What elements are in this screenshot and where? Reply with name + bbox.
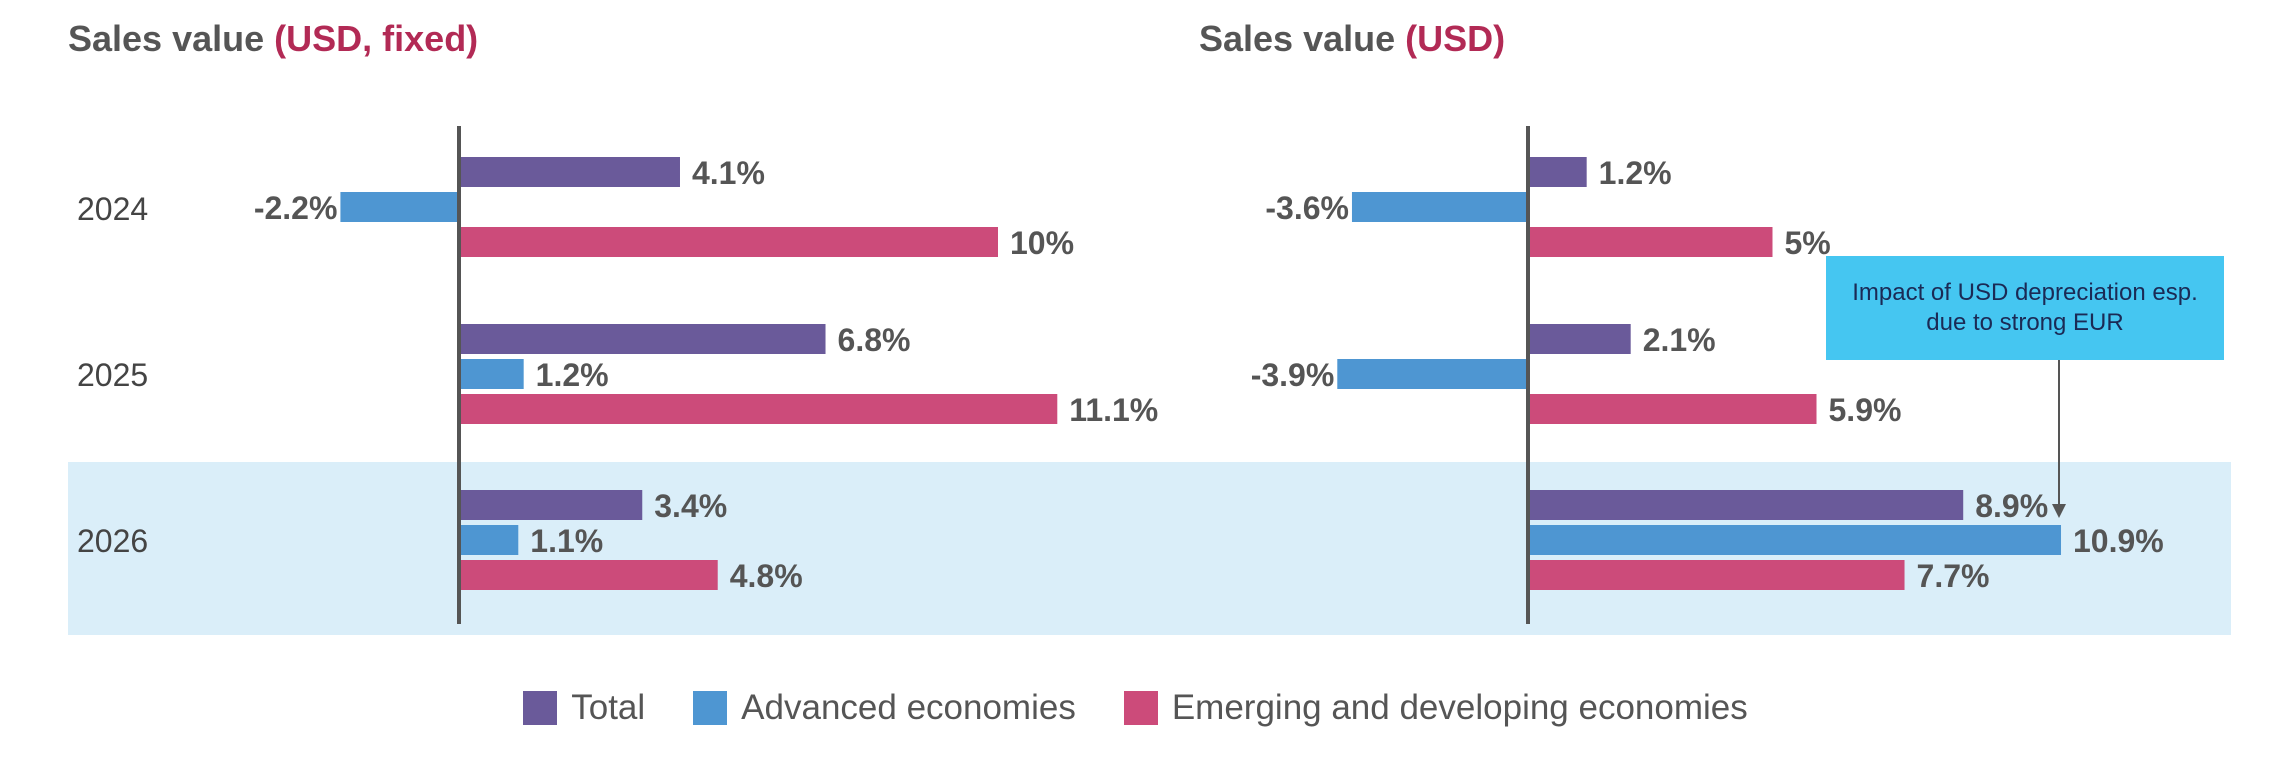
right-bar-emerging-2024	[1528, 227, 1773, 257]
left-title-accent: (USD, fixed)	[274, 18, 479, 59]
right-label-total-2024: 1.2%	[1599, 155, 1672, 191]
left-bar-emerging-2024	[459, 227, 998, 257]
annotation-arrow-head	[2052, 504, 2066, 518]
right-label-advanced-2025: -3.9%	[1251, 357, 1335, 393]
right-label-advanced-2026: 10.9%	[2073, 523, 2164, 559]
left-bar-emerging-2026	[459, 560, 718, 590]
right-title-accent: (USD)	[1405, 18, 1506, 59]
left-label-emerging-2026: 4.8%	[730, 558, 803, 594]
right-bar-total-2025	[1528, 324, 1631, 354]
right-bar-emerging-2025	[1528, 394, 1817, 424]
right-bar-total-2026	[1528, 490, 1964, 520]
right-bar-advanced-2024	[1351, 192, 1528, 222]
right-label-emerging-2025: 5.9%	[1829, 392, 1902, 428]
right-title-main: Sales value	[1199, 18, 1396, 59]
legend-label-total: Total	[571, 688, 646, 727]
year-label-2026: 2026	[77, 523, 149, 559]
left-bar-total-2025	[459, 324, 826, 354]
left-chart-title: Sales value (USD, fixed)	[68, 18, 478, 60]
left-bar-emerging-2025	[459, 394, 1058, 424]
right-label-emerging-2026: 7.7%	[1917, 558, 1990, 594]
right-chart-title: Sales value (USD)	[1199, 18, 1505, 60]
legend-label-emerging: Emerging and developing economies	[1171, 688, 1748, 727]
right-bar-advanced-2026	[1528, 525, 2062, 555]
legend-item-advanced: Advanced economies	[693, 688, 1076, 728]
legend-swatch-advanced	[693, 691, 728, 725]
left-label-total-2026: 3.4%	[654, 488, 727, 524]
left-title-main: Sales value	[68, 18, 265, 59]
right-label-advanced-2024: -3.6%	[1265, 190, 1349, 226]
right-label-total-2025: 2.1%	[1643, 322, 1716, 358]
right-bar-advanced-2025	[1337, 359, 1528, 389]
right-bar-emerging-2026	[1528, 560, 1905, 590]
year-label-2025: 2025	[77, 357, 149, 393]
left-bar-total-2026	[459, 490, 643, 520]
legend-swatch-emerging	[1123, 691, 1158, 725]
left-label-advanced-2024: -2.2%	[254, 190, 338, 226]
left-label-total-2024: 4.1%	[692, 155, 765, 191]
right-label-emerging-2024: 5%	[1785, 225, 1831, 261]
legend-item-total: Total	[523, 688, 645, 728]
left-bar-total-2024	[459, 157, 680, 187]
legend-label-advanced: Advanced economies	[741, 688, 1076, 727]
legend: Total Advanced economies Emerging and de…	[0, 688, 2271, 728]
usd-depreciation-annotation: Impact of USD depreciation esp. due to s…	[1826, 256, 2224, 360]
right-bar-total-2024	[1528, 157, 1587, 187]
left-label-total-2025: 6.8%	[838, 322, 911, 358]
right-label-total-2026: 8.9%	[1975, 488, 2048, 524]
left-bar-advanced-2024	[340, 192, 459, 222]
left-label-emerging-2024: 10%	[1010, 225, 1074, 261]
left-bar-advanced-2025	[459, 359, 524, 389]
legend-item-emerging: Emerging and developing economies	[1123, 688, 1748, 728]
left-bar-advanced-2026	[459, 525, 519, 555]
left-label-emerging-2025: 11.1%	[1069, 392, 1158, 428]
left-label-advanced-2026: 1.1%	[530, 523, 603, 559]
year-label-2024: 2024	[77, 191, 149, 227]
left-label-advanced-2025: 1.2%	[536, 357, 609, 393]
legend-swatch-total	[523, 691, 558, 725]
